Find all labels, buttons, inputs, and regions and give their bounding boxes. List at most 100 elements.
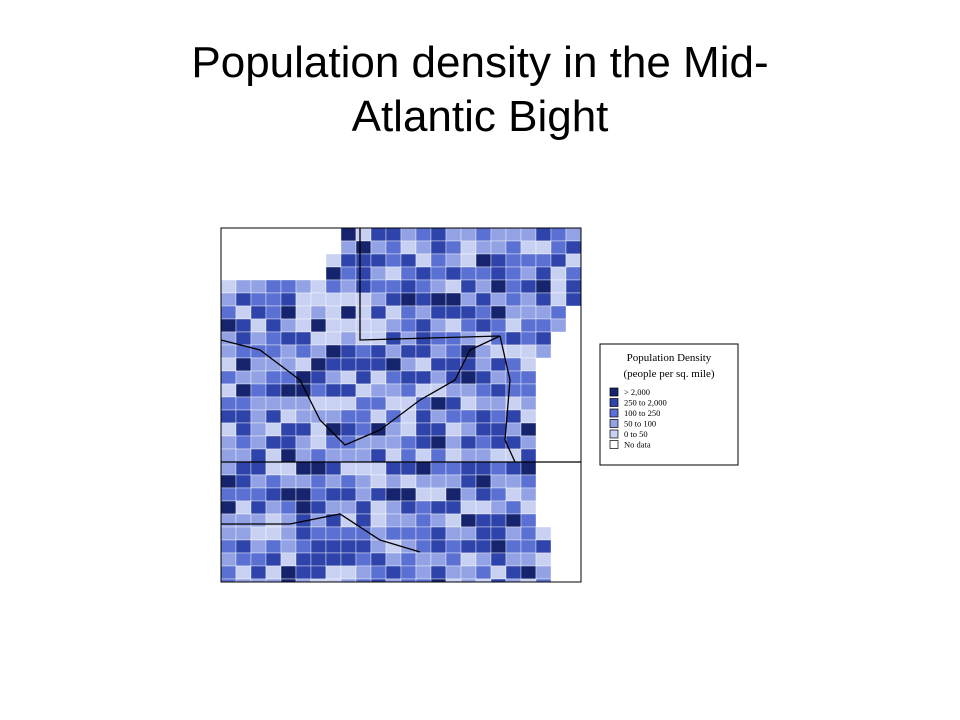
county (445, 487, 462, 502)
county (385, 227, 402, 242)
county (475, 344, 492, 359)
county (280, 435, 297, 450)
county (355, 253, 372, 268)
county (355, 422, 372, 437)
county (280, 448, 297, 463)
county (280, 279, 297, 294)
county (370, 526, 387, 541)
county (430, 344, 447, 359)
county (235, 331, 252, 346)
county (460, 227, 477, 242)
county (325, 474, 342, 489)
county (340, 539, 357, 554)
county (505, 344, 522, 359)
county (235, 292, 252, 307)
county (340, 331, 357, 346)
county (295, 539, 312, 554)
county (325, 552, 342, 567)
county (460, 240, 477, 255)
county (565, 279, 582, 294)
county (520, 227, 537, 242)
county (475, 474, 492, 489)
county (415, 370, 432, 385)
county (265, 552, 282, 567)
county (415, 500, 432, 515)
county (235, 487, 252, 502)
county (325, 305, 342, 320)
county (385, 526, 402, 541)
county (490, 240, 507, 255)
county (325, 539, 342, 554)
county (460, 500, 477, 515)
county (400, 292, 417, 307)
county (400, 279, 417, 294)
county (370, 344, 387, 359)
county (310, 500, 327, 515)
county (385, 474, 402, 489)
county (265, 279, 282, 294)
county (460, 461, 477, 476)
county (265, 565, 282, 580)
county (370, 305, 387, 320)
county (385, 396, 402, 411)
county (235, 552, 252, 567)
county (460, 422, 477, 437)
county (385, 487, 402, 502)
county (475, 565, 492, 580)
county (385, 383, 402, 398)
county (445, 474, 462, 489)
county (250, 344, 267, 359)
county (220, 292, 237, 307)
county (535, 279, 552, 294)
county (280, 422, 297, 437)
county (475, 448, 492, 463)
county (310, 396, 327, 411)
county (445, 305, 462, 320)
county (430, 357, 447, 372)
county (550, 227, 567, 242)
county (400, 435, 417, 450)
county (325, 357, 342, 372)
county (235, 474, 252, 489)
county (520, 448, 537, 463)
county (505, 474, 522, 489)
county (460, 370, 477, 385)
county (370, 422, 387, 437)
county (400, 240, 417, 255)
county (520, 383, 537, 398)
county (535, 331, 552, 346)
legend-swatch (609, 398, 619, 407)
county (310, 357, 327, 372)
county (490, 279, 507, 294)
county (490, 448, 507, 463)
county (325, 292, 342, 307)
county (325, 253, 342, 268)
county (535, 526, 552, 541)
county (340, 565, 357, 580)
county (445, 539, 462, 554)
county (340, 552, 357, 567)
county (310, 448, 327, 463)
county (355, 513, 372, 528)
county (235, 565, 252, 580)
county (355, 474, 372, 489)
county (475, 253, 492, 268)
county (475, 526, 492, 541)
county (445, 500, 462, 515)
county (505, 500, 522, 515)
county (400, 227, 417, 242)
county (280, 292, 297, 307)
county (520, 435, 537, 450)
county (220, 461, 237, 476)
county (235, 448, 252, 463)
county (355, 344, 372, 359)
county (400, 552, 417, 567)
county (280, 565, 297, 580)
county (295, 357, 312, 372)
county (310, 487, 327, 502)
county (505, 565, 522, 580)
county (415, 487, 432, 502)
county (355, 487, 372, 502)
county (415, 422, 432, 437)
county (325, 500, 342, 515)
